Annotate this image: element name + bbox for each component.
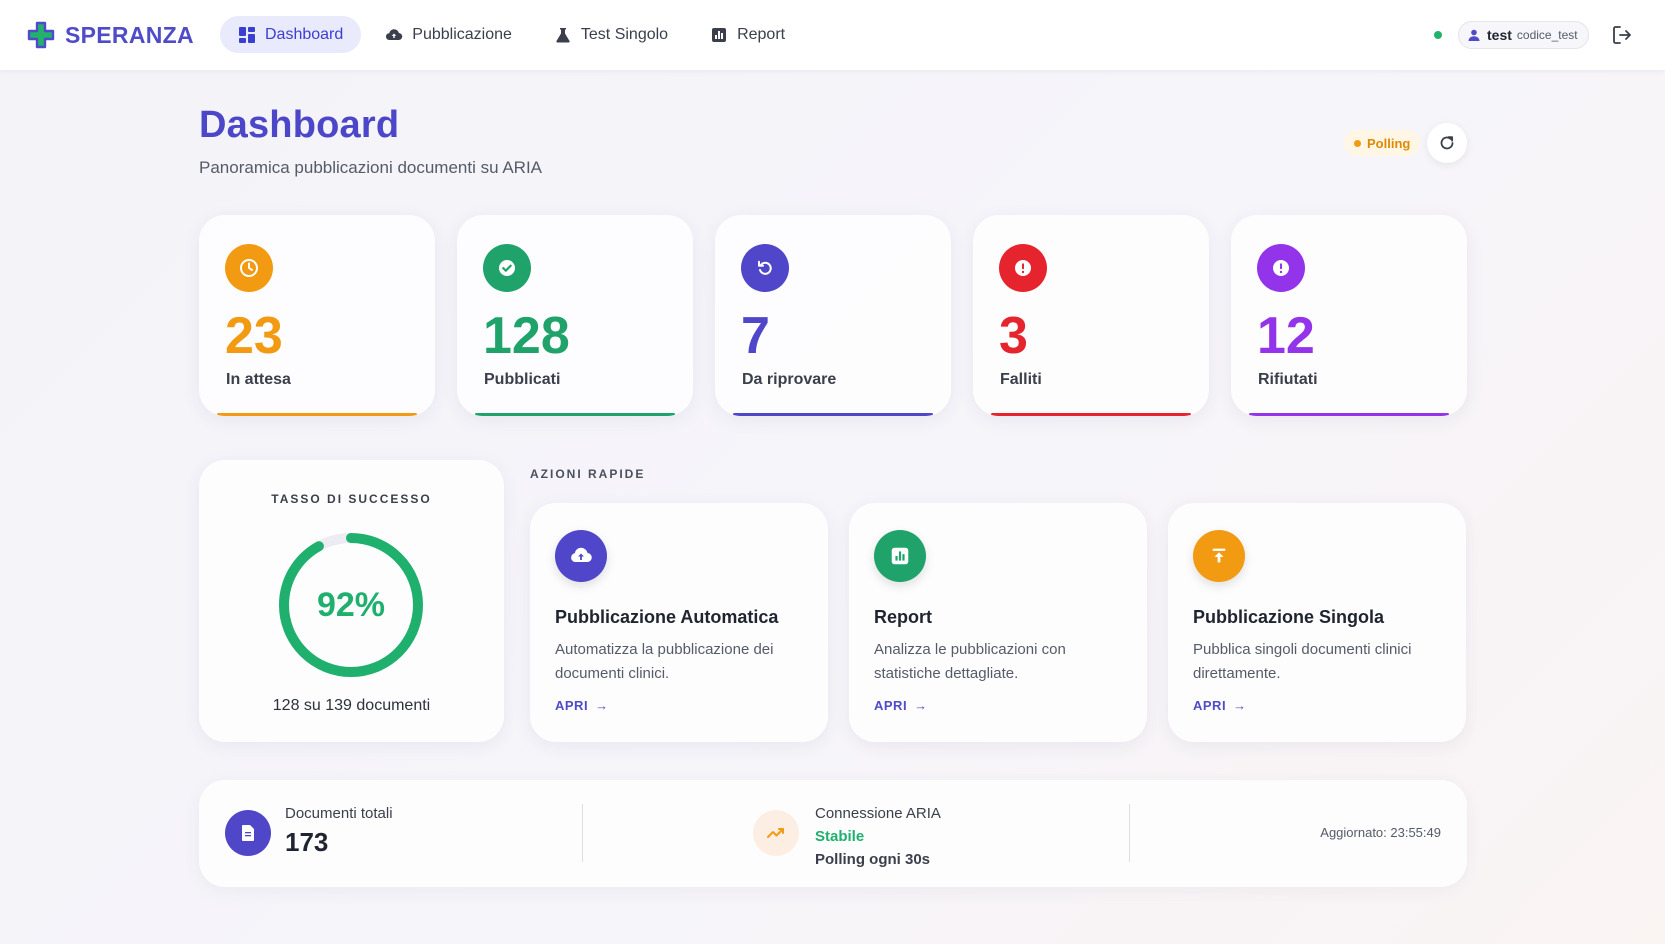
user-code: codice_test [1516, 28, 1578, 42]
polling-label: Polling [1367, 135, 1411, 151]
total-documents-label: Documenti totali [285, 805, 393, 822]
stat-accent-bar [991, 413, 1191, 416]
nav-item-pubblicazione[interactable]: Pubblicazione [367, 16, 530, 53]
user-chip[interactable]: test codice_test [1458, 21, 1589, 49]
refresh-button[interactable] [1427, 123, 1467, 163]
nav-item-test-singolo[interactable]: Test Singolo [536, 16, 686, 53]
stat-accent-bar [217, 413, 417, 416]
nav-label: Test Singolo [580, 25, 669, 43]
open-link-label: APRI [874, 698, 908, 713]
nav-label: Pubblicazione [412, 25, 512, 43]
last-updated: Aggiornato: 23:55:49 [1320, 825, 1441, 840]
upload-arrow-icon [1193, 530, 1245, 582]
stat-card-da-riprovare[interactable]: 7 [715, 215, 951, 416]
quick-action-pubblicazione-automatica[interactable]: Pubblicazione Automatica Automatizza la … [530, 503, 828, 742]
nav-item-dashboard[interactable]: Dashboard [220, 16, 362, 53]
connection-polling: Polling ogni 30s [815, 851, 931, 868]
polling-dot [1354, 139, 1361, 147]
success-percent: 92% [316, 585, 386, 624]
stat-card-in-attesa[interactable]: 23 [199, 215, 435, 416]
stat-accent-bar [475, 413, 675, 416]
stat-card-falliti[interactable]: 3 [973, 215, 1209, 416]
nav-item-report[interactable]: Report [692, 16, 803, 53]
quick-actions-heading: AZIONI RAPIDE [530, 467, 646, 481]
stat-value: 7 [741, 307, 770, 365]
clock-icon [225, 244, 273, 292]
divider [582, 804, 583, 862]
bar-chart-icon [874, 530, 926, 582]
stat-value: 23 [225, 307, 283, 365]
quick-action-pubblicazione-singola[interactable]: Pubblicazione Singola Pubblica singoli d… [1168, 503, 1466, 742]
stat-value: 3 [999, 307, 1028, 365]
open-link-label: APRI [555, 698, 589, 713]
stat-accent-bar [1249, 413, 1449, 416]
stat-card-pubblicati[interactable]: 128 [457, 215, 693, 416]
connection-status: Stabile [815, 828, 865, 845]
cloud-upload-icon [385, 26, 403, 44]
stat-card-rifiutati[interactable]: 12 [1231, 215, 1467, 416]
success-rate-card: TASSO DI SUCCESSO 92% 128 su 139 documen… [199, 460, 504, 742]
cloud-upload-icon [555, 530, 607, 582]
refresh-icon [1440, 136, 1454, 150]
success-ring-progress [279, 533, 423, 677]
online-status-dot [1434, 31, 1442, 39]
stat-label: Pubblicati [484, 371, 561, 388]
brand[interactable]: SPERANZA [27, 21, 194, 49]
page-title: Dashboard [199, 104, 400, 146]
quick-action-open-link[interactable]: APRI → [555, 698, 609, 713]
divider [1129, 804, 1130, 862]
stat-accent-bar [733, 413, 933, 416]
quick-action-open-link[interactable]: APRI → [874, 698, 928, 713]
success-ring [279, 533, 423, 677]
document-icon [225, 810, 271, 856]
top-navbar: SPERANZA Dashboard Pubblicazione Test Si… [0, 0, 1665, 70]
main-nav: Dashboard Pubblicazione Test Singolo Rep… [220, 16, 809, 53]
arrow-right-icon: → [595, 698, 609, 713]
total-documents-value: 173 [285, 827, 329, 857]
alert-icon [999, 244, 1047, 292]
check-circle-icon [483, 244, 531, 292]
stat-label: In attesa [226, 371, 291, 388]
quick-action-open-link[interactable]: APRI → [1193, 698, 1247, 713]
flask-icon [554, 26, 572, 44]
quick-action-description: Pubblica singoli documenti clinici diret… [1193, 641, 1412, 682]
quick-action-title: Pubblicazione Automatica [555, 607, 779, 627]
stat-label: Rifiutati [1258, 371, 1318, 388]
nav-label: Report [737, 25, 786, 43]
stat-value: 128 [483, 307, 570, 365]
polling-status-badge: Polling [1344, 130, 1421, 156]
user-name: test [1487, 27, 1512, 43]
alert-icon [1257, 244, 1305, 292]
page-subtitle: Panoramica pubblicazioni documenti su AR… [199, 158, 543, 177]
quick-action-description: Analizza le pubblicazioni con statistich… [874, 641, 1066, 682]
arrow-right-icon: → [914, 698, 928, 713]
brand-cross-logo-icon [27, 21, 55, 49]
dashboard-grid-icon [238, 26, 256, 44]
stat-value: 12 [1257, 307, 1315, 365]
arrow-right-icon: → [1233, 698, 1247, 713]
stat-label: Da riprovare [742, 371, 837, 388]
success-caption: 128 su 139 documenti [272, 697, 431, 714]
trending-up-icon [753, 810, 799, 856]
brand-name: SPERANZA [65, 21, 194, 48]
quick-action-title: Pubblicazione Singola [1193, 607, 1385, 627]
open-link-label: APRI [1193, 698, 1227, 713]
stat-label: Falliti [1000, 371, 1042, 388]
logout-icon [1613, 26, 1631, 44]
success-title: TASSO DI SUCCESSO [271, 492, 432, 506]
nav-label: Dashboard [265, 25, 344, 43]
bar-chart-icon [710, 26, 728, 44]
quick-action-report[interactable]: Report Analizza le pubblicazioni con sta… [849, 503, 1147, 742]
quick-action-description: Automatizza la pubblicazione dei documen… [555, 641, 774, 682]
quick-action-title: Report [874, 607, 932, 627]
retry-icon [741, 244, 789, 292]
user-icon [1467, 28, 1481, 42]
connection-label: Connessione ARIA [815, 805, 941, 822]
logout-button[interactable] [1611, 24, 1633, 46]
summary-strip: Documenti totali 173 Connessione ARIA St… [199, 780, 1467, 887]
